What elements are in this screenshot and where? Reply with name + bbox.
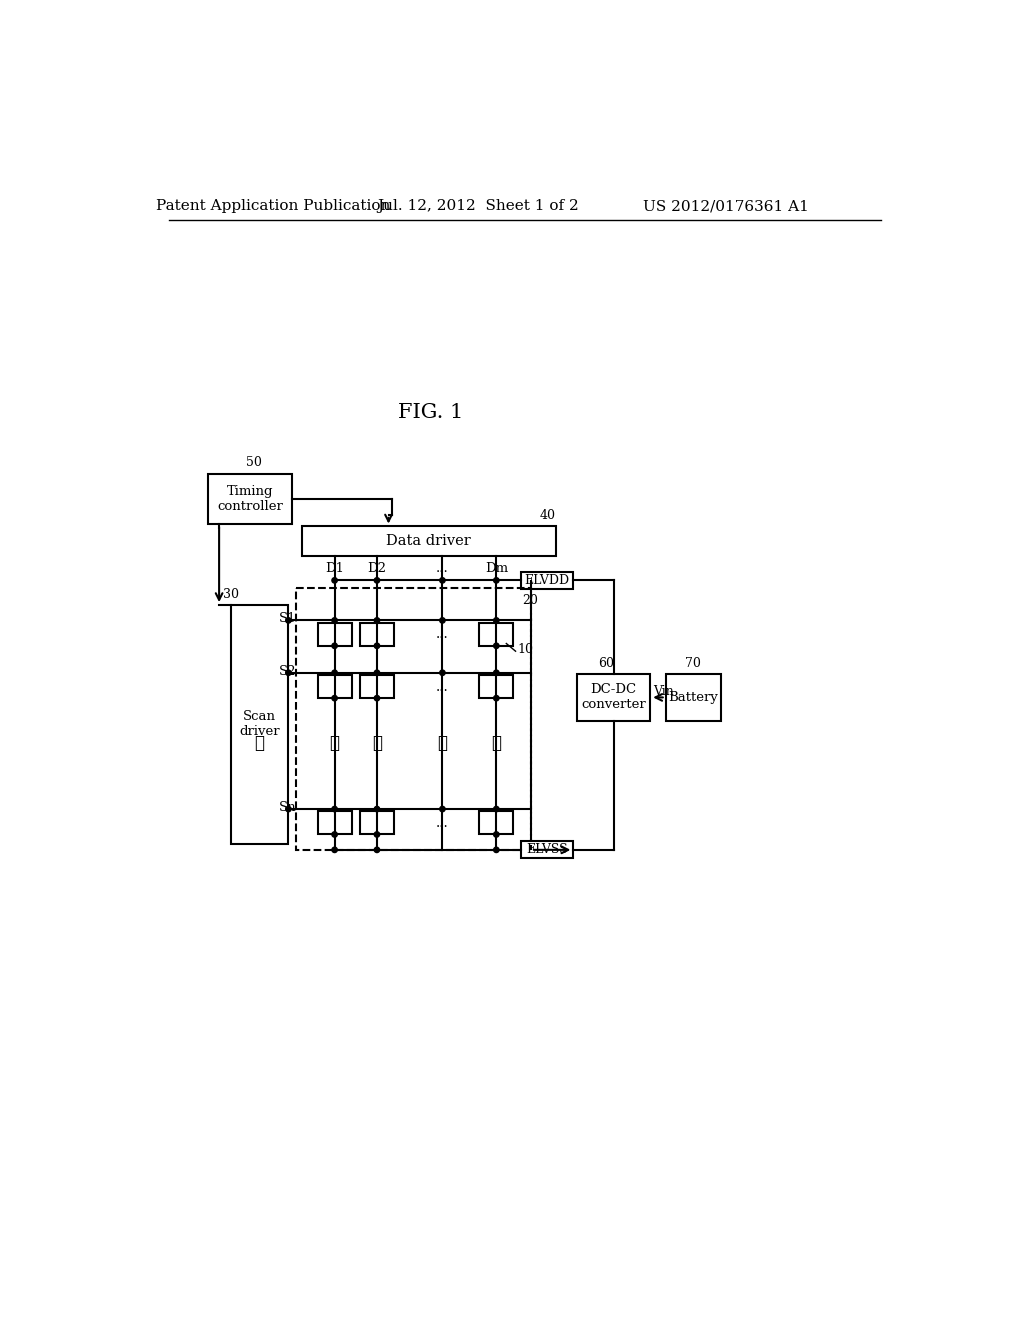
Circle shape (286, 671, 291, 676)
Circle shape (374, 847, 380, 853)
Text: ⋮: ⋮ (437, 735, 447, 752)
Text: FIG. 1: FIG. 1 (398, 403, 464, 422)
Text: ...: ... (436, 680, 449, 693)
Text: Data driver: Data driver (386, 535, 471, 548)
Circle shape (494, 832, 499, 837)
Circle shape (494, 643, 499, 648)
Text: US 2012/0176361 A1: US 2012/0176361 A1 (643, 199, 809, 213)
Bar (296, 589, 531, 850)
Circle shape (494, 618, 499, 623)
Bar (360, 812, 394, 834)
Text: S2: S2 (279, 665, 296, 677)
Circle shape (332, 847, 337, 853)
Bar (578, 675, 650, 721)
Circle shape (494, 671, 499, 676)
Text: Patent Application Publication: Patent Application Publication (156, 199, 390, 213)
Text: D1: D1 (325, 561, 344, 574)
Circle shape (374, 832, 380, 837)
Circle shape (332, 643, 337, 648)
Bar (521, 841, 573, 858)
Text: DC-DC
converter: DC-DC converter (582, 684, 646, 711)
Bar (317, 812, 351, 834)
Circle shape (286, 618, 291, 623)
Circle shape (374, 578, 380, 583)
Text: ELVSS: ELVSS (526, 843, 568, 857)
Text: 30: 30 (223, 587, 239, 601)
Circle shape (494, 807, 499, 812)
Text: ⋮: ⋮ (372, 735, 382, 752)
Text: ELVDD: ELVDD (524, 574, 569, 587)
Text: 10: 10 (518, 643, 534, 656)
Text: ⋮: ⋮ (492, 735, 502, 752)
Circle shape (332, 807, 337, 812)
Circle shape (332, 832, 337, 837)
Text: Vin: Vin (653, 685, 674, 698)
Bar (230, 605, 289, 843)
Text: D2: D2 (368, 561, 386, 574)
Bar (479, 675, 513, 698)
Text: Timing
controller: Timing controller (217, 486, 283, 513)
Bar (317, 675, 351, 698)
Text: S1: S1 (279, 612, 296, 626)
Circle shape (332, 618, 337, 623)
Text: Dm: Dm (484, 561, 508, 574)
Circle shape (439, 578, 445, 583)
Bar (208, 474, 292, 524)
Text: 60: 60 (598, 657, 614, 671)
Circle shape (374, 696, 380, 701)
Bar (317, 623, 351, 645)
Bar (666, 675, 721, 721)
Text: 20: 20 (522, 594, 539, 607)
Circle shape (439, 807, 445, 812)
Circle shape (494, 696, 499, 701)
Text: ...: ... (436, 627, 449, 642)
Circle shape (374, 618, 380, 623)
Text: ⋮: ⋮ (255, 735, 264, 752)
Text: ⋮: ⋮ (330, 735, 340, 752)
Bar (521, 572, 573, 589)
Bar (301, 527, 556, 556)
Text: ...: ... (436, 816, 449, 830)
Text: ...: ... (436, 561, 449, 574)
Circle shape (439, 671, 445, 676)
Circle shape (286, 807, 291, 812)
Circle shape (374, 671, 380, 676)
Text: Scan
driver: Scan driver (240, 710, 280, 738)
Text: 40: 40 (540, 510, 556, 523)
Text: 70: 70 (685, 657, 701, 671)
Bar (360, 675, 394, 698)
Circle shape (374, 807, 380, 812)
Circle shape (332, 671, 337, 676)
Circle shape (332, 578, 337, 583)
Circle shape (494, 578, 499, 583)
Circle shape (439, 618, 445, 623)
Circle shape (374, 643, 380, 648)
Bar (479, 623, 513, 645)
Text: Battery: Battery (669, 690, 719, 704)
Text: 50: 50 (246, 455, 262, 469)
Text: Sn: Sn (279, 801, 296, 814)
Circle shape (494, 847, 499, 853)
Bar (479, 812, 513, 834)
Text: Jul. 12, 2012  Sheet 1 of 2: Jul. 12, 2012 Sheet 1 of 2 (378, 199, 580, 213)
Circle shape (332, 696, 337, 701)
Bar (360, 623, 394, 645)
